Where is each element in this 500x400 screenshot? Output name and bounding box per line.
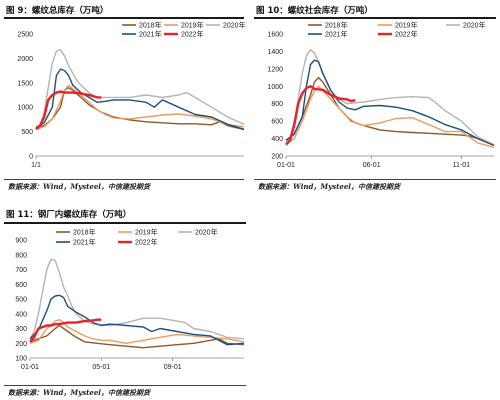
- y-tick-label: 2500: [17, 32, 33, 39]
- y-tick-label: 500: [15, 297, 27, 304]
- x-tick-label: 11-01: [453, 162, 470, 169]
- chart-10-svg: 200 400 600 800 1000 1200 1400 1600 01-01 06-01 11…: [267, 21, 495, 169]
- y-tick-label: 600: [271, 119, 283, 126]
- legend-label: 2020年: [195, 228, 218, 237]
- y-tick-label: 1600: [267, 32, 283, 39]
- legend-label: 2020年: [223, 21, 246, 30]
- chart-panel-10: 图 10：螺纹社会库存（万吨） 200 400 600 800 1000 1200 1400…: [250, 0, 500, 191]
- y-tick-label: 800: [15, 252, 27, 259]
- y-tick-label: 1500: [17, 80, 33, 87]
- title-rule: [4, 222, 246, 224]
- source-rule: [4, 385, 246, 386]
- source-rule: [4, 179, 244, 180]
- x-tick-label: 01-01: [21, 364, 39, 371]
- chart-source: 数据来源：Wind，Mysteel，中信建投期货: [8, 388, 150, 397]
- y-tick-label: 1000: [17, 105, 33, 112]
- series-line: [285, 49, 495, 146]
- series-line: [35, 68, 245, 130]
- chart-title: 图 11：钢厂内螺纹库存（万吨）: [6, 210, 132, 220]
- y-tick-label: 1000: [267, 84, 283, 91]
- y-tick-label: 600: [15, 282, 27, 289]
- source-rule: [254, 179, 496, 180]
- x-tick-label: 01-01: [277, 162, 295, 169]
- y-tick-label: 500: [21, 129, 33, 136]
- series-line: [35, 48, 245, 129]
- series-line: [285, 85, 495, 148]
- chart-11-svg: 100 200 300 400 500 600 700 800 900 01-01 05-01 09-…: [15, 228, 245, 371]
- y-tick-label: 800: [271, 101, 283, 108]
- y-tick-label: 300: [15, 326, 27, 333]
- series-line: [29, 319, 245, 344]
- chart-panel-11: 图 11：钢厂内螺纹库存（万吨） 100 200 300 400 500 600 700 80…: [0, 200, 250, 400]
- series-line: [35, 90, 102, 131]
- series-line: [29, 294, 245, 346]
- y-tick-label: 0: [29, 154, 33, 161]
- legend-label: 2021年: [73, 238, 96, 247]
- legend-label: 2020年: [463, 21, 486, 30]
- legend-label: 2022年: [181, 30, 204, 39]
- legend-label: 2019年: [135, 228, 158, 237]
- chart-9-svg: 0 500 1000 1500 2000 2500 1/1 2018年 2019年 2020年 20…: [17, 21, 246, 170]
- chart-title: 图 9：螺纹总库存（万吨）: [6, 6, 109, 16]
- y-tick-label: 1200: [267, 66, 283, 73]
- x-tick-label: 05-01: [92, 364, 110, 371]
- series-line: [29, 324, 245, 349]
- y-tick-label: 400: [271, 136, 283, 143]
- y-tick-label: 200: [271, 154, 283, 161]
- x-tick-label: 06-01: [363, 162, 381, 169]
- y-tick-label: 400: [15, 311, 27, 318]
- title-rule: [254, 17, 496, 19]
- chart-source: 数据来源：Wind，Mysteel，中信建投期货: [258, 182, 400, 191]
- y-tick-label: 2000: [17, 56, 33, 63]
- series-line: [285, 59, 495, 147]
- series-line: [29, 318, 102, 343]
- x-tick-label: 1/1: [31, 162, 41, 169]
- series-line: [35, 84, 245, 130]
- legend-label: 2018年: [139, 21, 162, 30]
- legend-label: 2019年: [395, 21, 418, 30]
- legend-label: 2022年: [395, 30, 418, 39]
- legend-label: 2019年: [181, 21, 204, 30]
- legend-label: 2022年: [135, 238, 158, 247]
- legend-label: 2018年: [325, 21, 348, 30]
- legend-label: 2018年: [73, 228, 96, 237]
- chart-source: 数据来源：Wind，Mysteel，中信建投期货: [8, 182, 150, 191]
- x-tick-label: 09-01: [164, 364, 182, 371]
- series-line: [35, 87, 245, 131]
- series-line: [285, 85, 356, 146]
- chart-panel-9: 图 9：螺纹总库存（万吨） 0 500 1000 1500 2000 2500 1/1 201…: [0, 0, 250, 191]
- legend-label: 2021年: [139, 30, 162, 39]
- y-tick-label: 900: [15, 238, 27, 245]
- series-line: [29, 258, 245, 340]
- legend-label: 2021年: [325, 30, 348, 39]
- y-tick-label: 100: [15, 356, 27, 363]
- title-rule: [4, 17, 244, 19]
- y-tick-label: 1400: [267, 49, 283, 56]
- y-tick-label: 200: [15, 341, 27, 348]
- chart-title: 图 10：螺纹社会库存（万吨）: [256, 6, 373, 16]
- y-tick-label: 700: [15, 267, 27, 274]
